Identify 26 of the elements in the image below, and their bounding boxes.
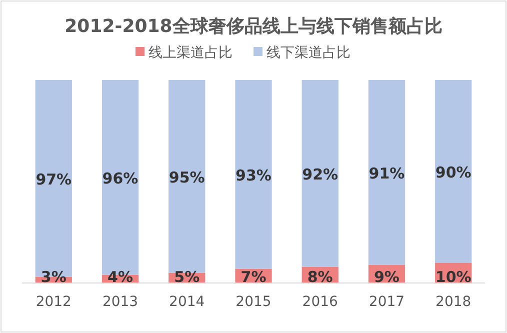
data-label: 97% [36,170,72,188]
data-label: 95% [168,168,205,186]
x-tick-label: 2012 [36,294,72,310]
legend-label: 线下渠道占比 [266,45,350,61]
data-label: 5% [174,268,200,286]
data-label: 7% [240,268,266,286]
x-tick-label: 2018 [436,294,472,310]
data-label: 91% [368,164,405,182]
legend-label: 线上渠道占比 [148,45,232,61]
bar [302,80,338,267]
x-tick-label: 2016 [302,294,338,310]
data-label: 92% [302,165,338,184]
data-label: 96% [102,169,138,188]
data-label: 10% [435,268,472,286]
x-tick-label: 2014 [169,294,205,310]
x-tick-label: 2013 [102,294,138,310]
x-tick-label: 2015 [236,294,272,310]
data-label: 8% [307,268,333,286]
bar [235,80,272,269]
data-label: 93% [236,166,272,184]
bar [368,80,406,265]
bar [435,80,472,263]
data-label: 90% [435,163,472,182]
chart-title: 2012-2018全球奢侈品线上与线下销售额占比 [64,16,442,37]
data-label: 9% [374,268,400,286]
x-tick-label: 2017 [368,294,405,310]
